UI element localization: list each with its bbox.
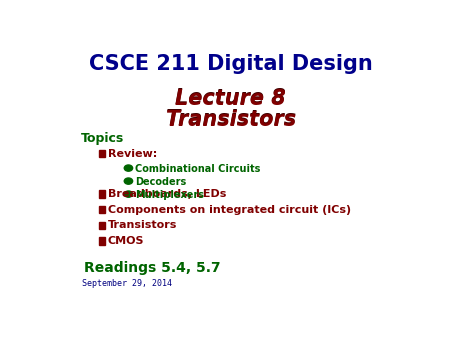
Text: September 29, 2014: September 29, 2014 [82,280,172,288]
Text: Transistors: Transistors [108,220,177,230]
Text: Multiplexers: Multiplexers [135,190,204,200]
Circle shape [124,165,133,171]
Bar [99,222,105,229]
Text: Topics: Topics [81,132,124,145]
Text: Combinational Circuits: Combinational Circuits [135,164,261,174]
Bar [99,237,105,245]
Circle shape [124,191,133,197]
Text: Readings 5.4, 5.7: Readings 5.4, 5.7 [84,261,221,275]
Text: Transistors: Transistors [166,110,296,130]
Text: CSCE 211 Digital Design: CSCE 211 Digital Design [89,54,373,74]
Text: Transistors: Transistors [166,109,296,129]
Bar [99,206,105,213]
Text: Lecture 8: Lecture 8 [175,89,286,109]
Bar [99,191,105,198]
Text: Decoders: Decoders [135,177,187,187]
Text: Components on integrated circuit (ICs): Components on integrated circuit (ICs) [108,205,351,215]
Text: Lecture 8: Lecture 8 [175,88,286,108]
Bar [99,150,105,158]
Circle shape [124,178,133,184]
Text: CMOS: CMOS [108,236,144,246]
Text: Breadboards, LEDs: Breadboards, LEDs [108,189,226,199]
Text: Review:: Review: [108,149,157,159]
